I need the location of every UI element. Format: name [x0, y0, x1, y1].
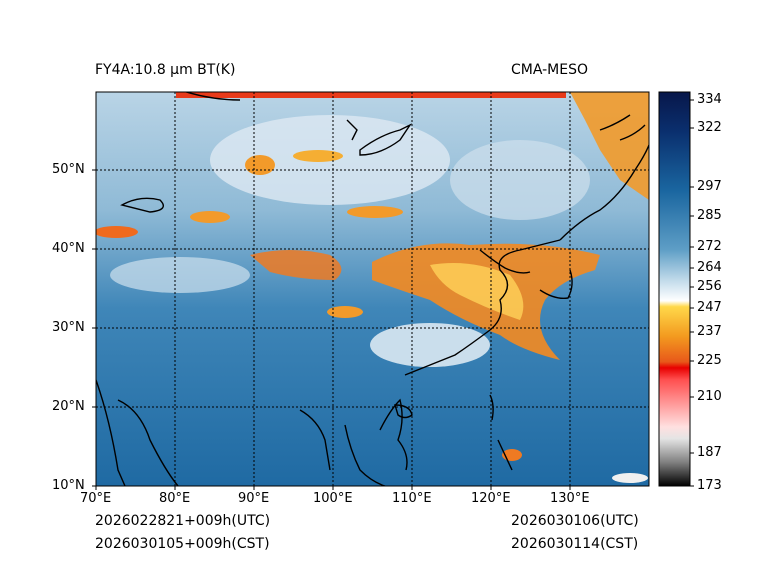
lat-label-40: 40°N [52, 241, 85, 256]
valid-time-cst: 2026030114(CST) [511, 536, 639, 552]
valid-time-utc: 2026030106(UTC) [511, 513, 639, 529]
colorbar-label-256: 256 [697, 279, 722, 294]
lon-label-80: 80°E [159, 491, 191, 506]
lat-label-10: 10°N [52, 478, 85, 493]
colorbar-label-210: 210 [697, 389, 722, 404]
colorbar-label-272: 272 [697, 239, 722, 254]
colorbar-label-285: 285 [697, 208, 722, 223]
colorbar-label-247: 247 [697, 300, 722, 315]
lat-label-30: 30°N [52, 320, 85, 335]
lon-label-120: 120°E [471, 491, 511, 506]
lon-label-100: 100°E [313, 491, 353, 506]
colorbar-label-173: 173 [697, 478, 722, 493]
colorbar-label-334: 334 [697, 92, 722, 107]
colorbar-label-225: 225 [697, 353, 722, 368]
cloud-northeast [570, 92, 649, 200]
model-name: CMA-MESO [511, 62, 589, 78]
lon-label-70: 70°E [80, 491, 112, 506]
init-time-cst: 2026030105+009h(CST) [95, 536, 270, 552]
map-frame [95, 91, 650, 487]
colorbar-label-264: 264 [697, 260, 722, 275]
lon-label-130: 130°E [550, 491, 590, 506]
cloud-band-top [176, 92, 566, 98]
colorbar-label-187: 187 [697, 445, 722, 460]
gridlines [96, 92, 649, 486]
init-time-utc: 2026022821+009h(UTC) [95, 513, 271, 529]
cloud-tibet [250, 250, 342, 280]
lat-label-50: 50°N [52, 162, 85, 177]
coastlines [96, 92, 649, 486]
lat-label-20: 20°N [52, 399, 85, 414]
lon-label-110: 110°E [392, 491, 432, 506]
colorbar [658, 91, 691, 487]
colorbar-label-237: 237 [697, 324, 722, 339]
colorbar-ticks [690, 99, 694, 487]
axis-ticks [92, 169, 571, 490]
colorbar-label-322: 322 [697, 120, 722, 135]
map-title: FY4A:10.8 μm BT(K) [95, 62, 236, 78]
lon-label-90: 90°E [238, 491, 270, 506]
colorbar-label-297: 297 [697, 179, 722, 194]
